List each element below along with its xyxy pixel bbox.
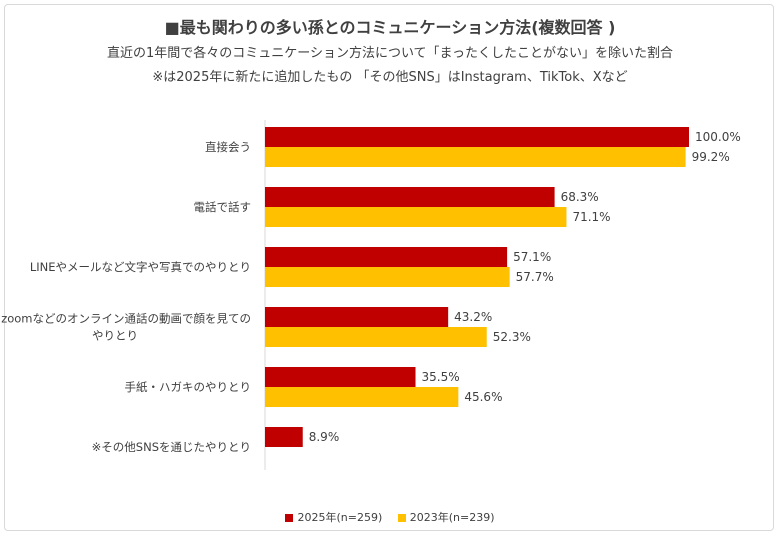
- bar-2023: [265, 267, 510, 287]
- bar-2023: [265, 147, 686, 167]
- bar-2025: [265, 187, 555, 207]
- bar-2025: [265, 307, 449, 327]
- data-label: 35.5%: [422, 370, 460, 384]
- category-label: LINEやメールなど文字や写真でのやりとり: [30, 260, 251, 274]
- legend-label-2023: 2023年(n=239): [409, 511, 495, 524]
- data-label: 43.2%: [454, 310, 492, 324]
- data-label: 71.1%: [572, 210, 610, 224]
- legend-item-2025: 2025年(n=259): [285, 509, 382, 525]
- category-label: zoomなどのオンライン通話の動画で顔を見てのやりとり: [1, 312, 251, 343]
- chart-note: ※は2025年に新たに追加したもの 「その他SNS」はInstagram、Tik…: [152, 70, 628, 85]
- data-label: 45.6%: [464, 390, 502, 404]
- legend-swatch-2023: [397, 514, 406, 522]
- data-label: 52.3%: [493, 330, 531, 344]
- data-label: 8.9%: [309, 430, 340, 444]
- bar-2025: [265, 247, 508, 267]
- data-label: 68.3%: [561, 190, 599, 204]
- data-label: 57.7%: [516, 270, 554, 284]
- category-label: 電話で話す: [194, 200, 252, 214]
- bar-2025: [265, 427, 303, 447]
- bar-2023: [265, 387, 459, 407]
- chart-frame: [4, 4, 774, 531]
- chart-subtitle: 直近の1年間で各々のコミュニケーション方法について「まったくしたことがない」を除…: [106, 46, 674, 61]
- legend-item-2023: 2023年(n=239): [397, 509, 495, 525]
- bar-2023: [265, 327, 487, 347]
- bar-2025: [265, 127, 689, 147]
- data-label: 57.1%: [513, 250, 551, 264]
- data-label: 99.2%: [692, 150, 730, 164]
- bar-2023: [265, 207, 567, 227]
- legend: 2025年(n=259) 2023年(n=239): [0, 509, 780, 525]
- legend-label-2025: 2025年(n=259): [297, 511, 383, 524]
- bar-2025: [265, 367, 416, 387]
- data-label: 100.0%: [695, 130, 741, 144]
- category-label: 直接会う: [205, 140, 251, 154]
- chart-title: ■最も関わりの多い孫とのコミュニケーション方法(複数回答 ): [164, 18, 616, 37]
- category-label: ※その他SNSを通じたやりとり: [92, 440, 251, 454]
- category-label: 手紙・ハガキのやりとり: [125, 380, 252, 394]
- legend-swatch-2025: [285, 514, 294, 522]
